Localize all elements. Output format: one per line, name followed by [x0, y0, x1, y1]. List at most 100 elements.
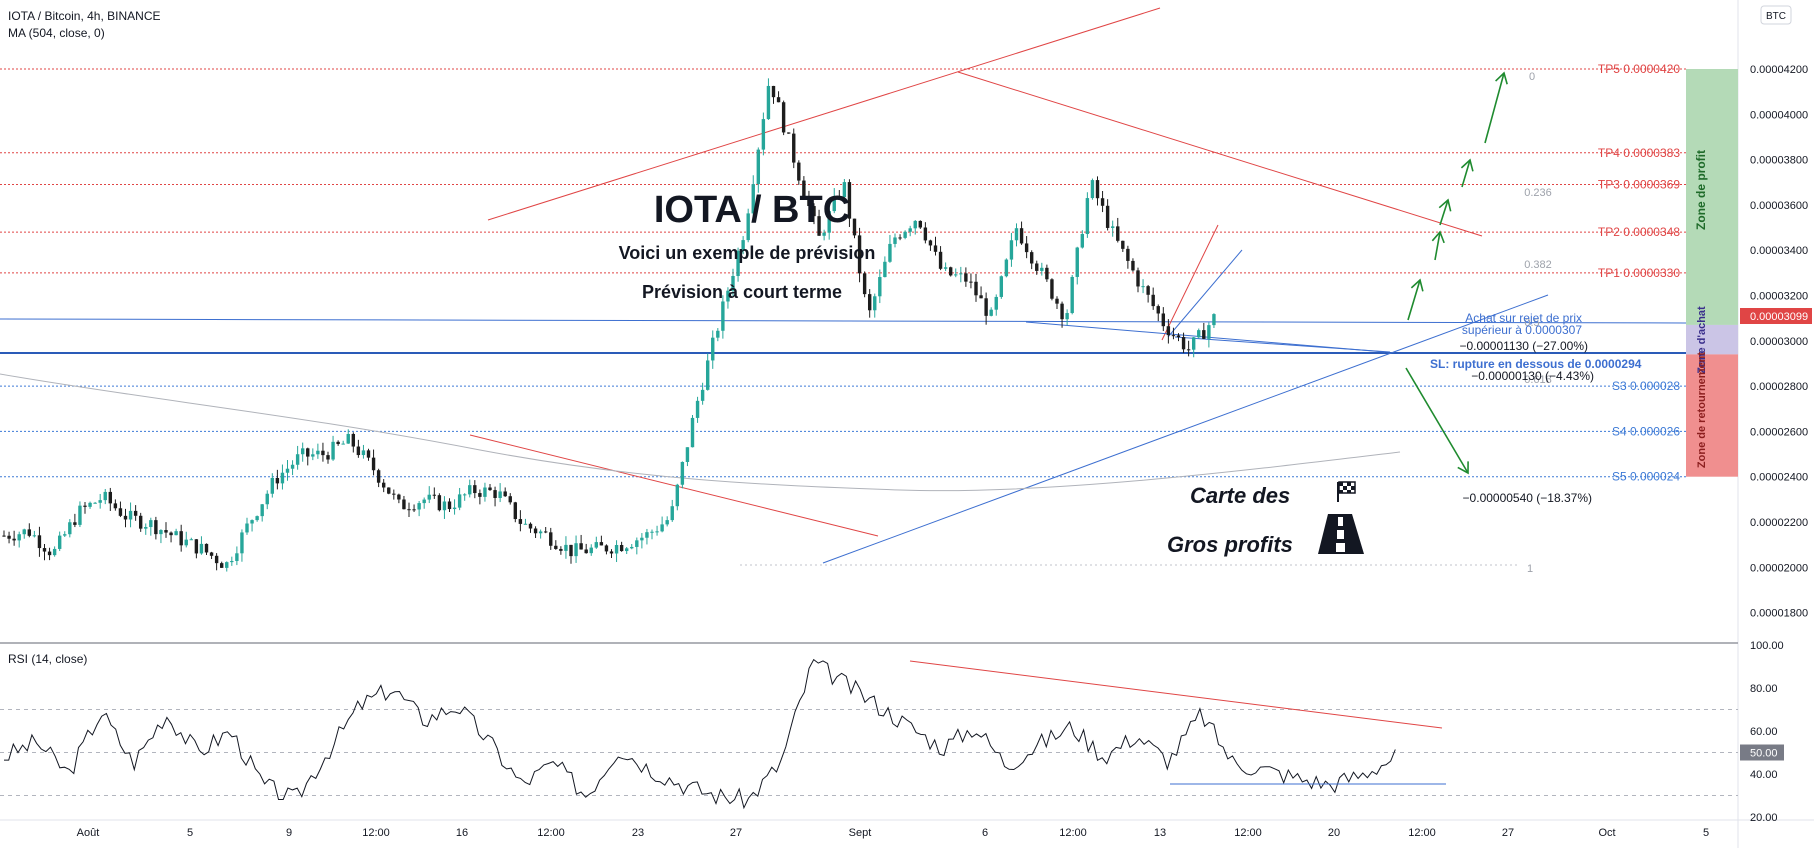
candle-body[interactable]	[483, 487, 487, 497]
candle-body[interactable]	[1009, 240, 1014, 260]
candle-body[interactable]	[290, 464, 295, 469]
candle-body[interactable]	[959, 273, 963, 275]
candle-body[interactable]	[792, 133, 796, 163]
candle-body[interactable]	[113, 503, 118, 509]
candle-body[interactable]	[230, 560, 234, 563]
candle-body[interactable]	[1126, 248, 1130, 261]
candle-body[interactable]	[108, 491, 113, 504]
candle-body[interactable]	[1070, 276, 1074, 314]
candle-body[interactable]	[786, 132, 791, 134]
candle-body[interactable]	[599, 542, 604, 546]
candle-body[interactable]	[32, 535, 37, 537]
candle-body[interactable]	[392, 493, 396, 495]
candle-body[interactable]	[270, 477, 275, 494]
candle-body[interactable]	[381, 482, 386, 488]
candle-body[interactable]	[144, 527, 148, 529]
candle-body[interactable]	[37, 535, 42, 549]
candle-body[interactable]	[1090, 180, 1095, 199]
candle-body[interactable]	[609, 551, 614, 554]
candle-body[interactable]	[751, 184, 755, 214]
candle-body[interactable]	[1035, 263, 1039, 271]
candle-body[interactable]	[498, 491, 502, 498]
candle-body[interactable]	[640, 537, 644, 541]
candle-body[interactable]	[619, 545, 624, 552]
candle-body[interactable]	[594, 542, 599, 548]
candle-body[interactable]	[27, 529, 32, 536]
candle-body[interactable]	[47, 551, 52, 556]
candle-body[interactable]	[630, 546, 634, 549]
candle-body[interactable]	[878, 277, 882, 297]
candle-body[interactable]	[235, 553, 239, 561]
candle-body[interactable]	[219, 563, 224, 568]
candle-body[interactable]	[867, 294, 872, 311]
candle-body[interactable]	[1171, 335, 1176, 337]
candle-body[interactable]	[245, 523, 249, 533]
candle-body[interactable]	[371, 457, 376, 471]
candle-body[interactable]	[604, 545, 609, 552]
candle-body[interactable]	[923, 227, 928, 241]
candle-body[interactable]	[402, 499, 406, 510]
candle-body[interactable]	[1014, 228, 1019, 241]
candle-body[interactable]	[1080, 234, 1085, 248]
candle-body[interactable]	[280, 472, 285, 484]
candle-body[interactable]	[726, 290, 730, 302]
candle-body[interactable]	[533, 528, 538, 534]
candle-body[interactable]	[1105, 205, 1110, 228]
candle-body[interactable]	[655, 531, 659, 533]
candle-body[interactable]	[1050, 279, 1054, 299]
candle-body[interactable]	[437, 495, 442, 511]
candle-body[interactable]	[73, 522, 77, 525]
trend-line[interactable]	[487, 7, 1161, 221]
candle-body[interactable]	[1029, 252, 1034, 264]
candle-body[interactable]	[1004, 259, 1009, 277]
candle-body[interactable]	[361, 450, 366, 456]
candle-body[interactable]	[847, 182, 852, 219]
candle-body[interactable]	[569, 544, 573, 557]
candle-body[interactable]	[179, 531, 183, 546]
candle-body[interactable]	[260, 504, 264, 517]
candle-body[interactable]	[133, 510, 138, 516]
candle-body[interactable]	[645, 532, 649, 538]
rsi-line[interactable]	[4, 658, 1396, 810]
candle-body[interactable]	[1156, 306, 1160, 314]
ma-indicator-label[interactable]: MA (504, close, 0)	[8, 26, 105, 40]
candle-body[interactable]	[57, 535, 62, 549]
candle-body[interactable]	[442, 501, 447, 511]
candle-body[interactable]	[584, 549, 588, 554]
candle-body[interactable]	[316, 450, 320, 455]
candle-body[interactable]	[2, 535, 6, 537]
candle-body[interactable]	[473, 485, 477, 494]
candle-body[interactable]	[1212, 314, 1216, 326]
candle-body[interactable]	[1181, 337, 1186, 350]
candle-body[interactable]	[83, 505, 87, 507]
candle-body[interactable]	[700, 389, 705, 401]
candle-body[interactable]	[93, 502, 97, 504]
candle-body[interactable]	[52, 548, 57, 556]
candle-body[interactable]	[240, 532, 244, 554]
candle-body[interactable]	[938, 251, 943, 269]
candle-body[interactable]	[776, 97, 781, 103]
candle-body[interactable]	[1161, 313, 1166, 327]
candle-body[interactable]	[225, 562, 229, 568]
candle-body[interactable]	[741, 240, 745, 251]
candle-body[interactable]	[432, 494, 437, 496]
candle-body[interactable]	[888, 243, 892, 262]
candle-body[interactable]	[1024, 243, 1029, 253]
candle-body[interactable]	[589, 547, 593, 554]
candle-body[interactable]	[705, 360, 710, 390]
candle-body[interactable]	[1207, 325, 1211, 339]
candle-body[interactable]	[933, 245, 938, 252]
candle-body[interactable]	[1131, 260, 1135, 271]
candle-body[interactable]	[199, 543, 204, 554]
candle-body[interactable]	[1116, 226, 1120, 241]
candle-body[interactable]	[802, 180, 806, 198]
trend-line[interactable]	[822, 294, 1549, 564]
candle-body[interactable]	[559, 548, 563, 551]
candle-body[interactable]	[852, 218, 857, 236]
candle-body[interactable]	[88, 502, 92, 507]
candle-body[interactable]	[913, 220, 917, 229]
candle-body[interactable]	[103, 491, 107, 501]
candle-body[interactable]	[716, 330, 720, 338]
candle-body[interactable]	[164, 530, 168, 533]
candle-body[interactable]	[149, 520, 153, 528]
